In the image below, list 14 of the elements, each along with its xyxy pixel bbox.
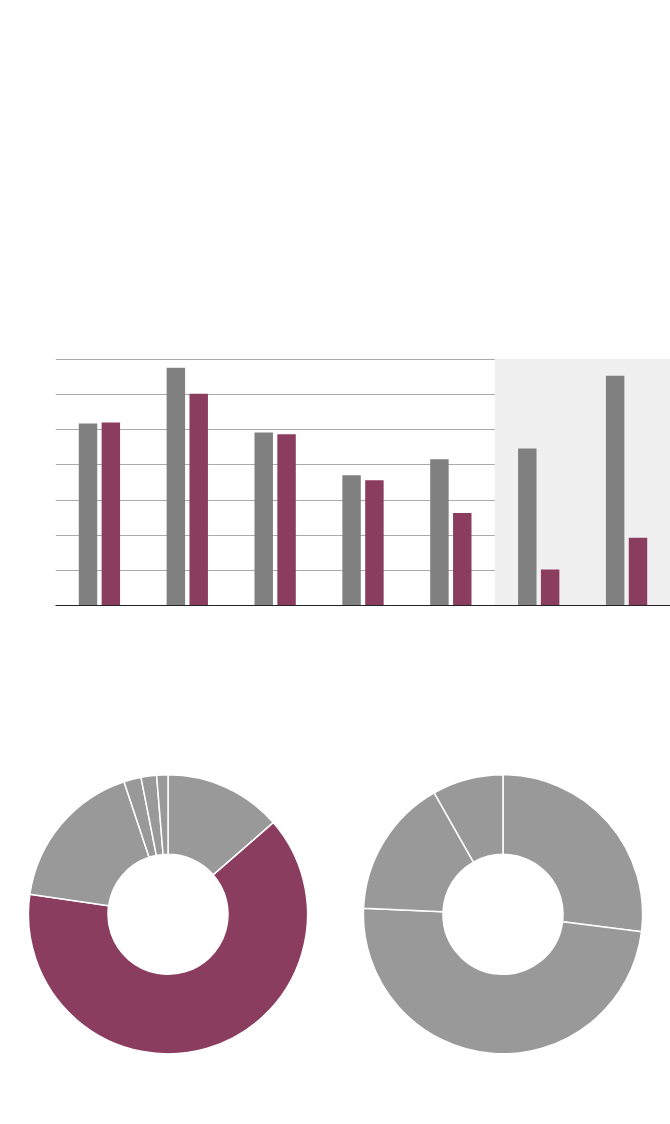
bar: [365, 480, 384, 606]
bar: [605, 375, 625, 606]
bar: [254, 432, 273, 606]
bar: [518, 448, 537, 606]
bar: [430, 459, 449, 606]
bar: [277, 434, 296, 606]
bar: [540, 569, 560, 606]
bar: [166, 367, 186, 606]
bar: [101, 422, 121, 606]
bar: [78, 423, 98, 606]
bar: [342, 475, 361, 606]
bar: [628, 537, 648, 606]
bar: [453, 513, 472, 606]
bar: [189, 393, 208, 606]
